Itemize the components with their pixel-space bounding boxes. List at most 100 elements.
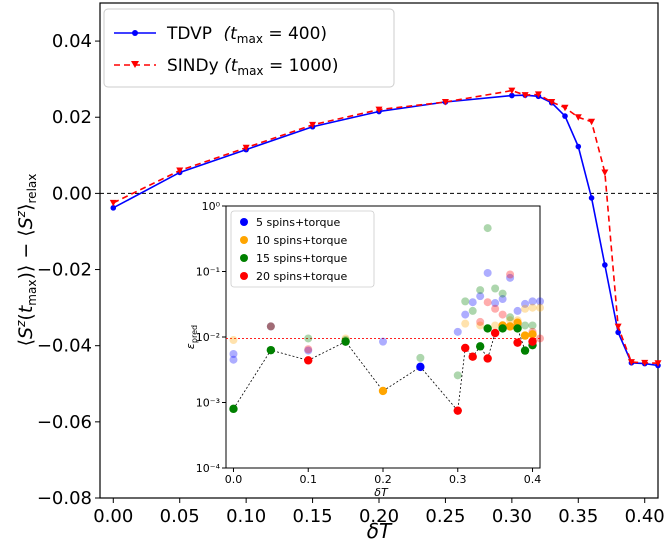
inset-faint-point [491,284,500,293]
inset-faint-point [521,299,530,308]
inset-faint-point [498,310,507,319]
inset-faint-point [506,270,515,279]
inset-faint-point [521,304,530,313]
inset-faint-point [266,322,275,331]
inset-solid-point [341,337,350,346]
inset-x-label: δT [374,486,389,499]
sindy-point [176,167,184,175]
main-legend: TDVP (tmax = 400) SINDy (tmax = 1000) [103,8,395,88]
inset-legend: 5 spins+torque 10 spins+torque 15 spins+to… [230,210,375,288]
tdvp-point [509,92,515,99]
inset-faint-point [521,321,530,330]
legend-sindy-label: SINDy (tmax = 1000) [167,56,339,78]
inset-faint-point [461,310,470,319]
inset-faint-point [528,303,537,312]
inset-series [229,224,544,415]
inset-faint-point [461,319,470,328]
inset-faint-point [483,298,492,307]
inset-faint-point [476,286,485,295]
main-series [109,87,662,369]
inset-legend-marker [240,272,248,280]
inset-solid-point [520,331,530,340]
inset-faint-point [491,304,500,313]
sindy-point [561,104,569,112]
main-y-tick-label: 0.04 [52,31,92,52]
inset-faint-point [453,371,462,380]
inset-solid-point [461,343,470,353]
inset-solid-point [475,342,485,351]
inset-x-tick-label: 0.3 [449,473,467,486]
inset-faint-point [229,335,238,344]
sindy-point [534,91,542,98]
sindy-point [521,92,529,99]
main-x-label: δT [367,519,393,543]
inset-solid-point [498,324,507,333]
inset-faint-point [506,313,515,322]
inset-solid-point [490,328,500,338]
inset-x-tick-label: 0.2 [374,473,392,486]
tdvp-point [588,195,595,201]
sindy-point [375,106,383,114]
inset-solid-point [513,324,522,333]
inset-faint-point [536,334,544,343]
main-x-tick-label: 0.25 [425,506,465,527]
inset-solid-point [378,386,388,396]
main-y-tick-label: −0.02 [37,260,92,281]
sindy-point [574,114,582,121]
inset-solid-point [513,338,522,347]
inset-legend-label: 20 spins+torque [256,270,348,283]
inset-faint-point [266,322,275,331]
sindy-point [627,359,635,366]
inset-faint-point [483,268,492,277]
inset-faint-point [266,322,275,331]
sindy-point [508,87,516,95]
inset-y-label: εpred [184,325,199,349]
inset-y-tick-label: 10⁻² [196,331,220,344]
inset-x-tick-label: 0.4 [524,473,542,486]
inset-legend-label: 15 spins+torque [256,252,348,265]
inset-solid-point [483,354,492,363]
inset-faint-point [416,353,425,362]
sindy-point [614,323,622,331]
inset-faint-point [528,321,537,330]
legend-tdvp-label: TDVP (tmax = 400) [166,24,327,46]
inset-faint-point [506,316,515,325]
inset-faint-point [453,327,462,336]
main-x-tick-label: 0.05 [160,506,200,527]
inset-axes: 0.0 0.1 0.2 0.3 0.4 10⁰ 10⁻¹ 10⁻² 10⁻³ 10⁻⁴ [196,200,541,486]
inset-y-tick-label: 10⁻⁴ [196,462,221,475]
inset-faint-point [304,334,313,343]
inset-faint-point [491,321,500,330]
inset-faint-point [513,306,522,315]
inset-solid-point [505,322,515,331]
inset-x-tick-label: 0.1 [299,473,317,486]
inset-solid-point [229,404,238,414]
inset-solid-point [416,362,425,372]
sindy-point [588,118,596,126]
main-x-tick-label: 0.20 [359,506,399,527]
tdvp-line [112,94,659,367]
inset-x-tick-label: 0.0 [225,473,243,486]
inset-solid-point [528,337,537,346]
inset-solid-point [483,324,492,333]
inset-legend-marker [240,254,248,262]
inset-faint-point [304,345,313,354]
inset-legend-label: 5 spins+torque [256,216,341,229]
inset-solid-point [304,356,313,365]
inset-faint-point [498,289,507,298]
sindy-point [654,360,662,367]
inset-faint-point [461,297,470,306]
inset-y-tick-label: 10⁰ [202,200,221,213]
inset-solid-point [528,330,537,339]
inset-solid-point [453,406,462,415]
inset-faint-point [536,303,544,312]
inset-faint-point [304,346,313,355]
main-y-tick-label: −0.08 [37,488,92,509]
main-y-label: ⟨Sz(tmax)⟩ − ⟨Sz⟩relax [14,174,39,347]
inset-y-tick-label: 10⁻³ [196,397,220,410]
main-axes: 0.00 0.05 0.10 0.15 0.20 0.25 0.30 0.35 0.40 0.04… [37,31,664,527]
inset-faint-point [498,295,507,304]
main-y-tick-label: 0.02 [52,107,92,128]
main-x-tick-label: 0.30 [492,506,532,527]
main-x-tick-label: 0.10 [226,506,266,527]
